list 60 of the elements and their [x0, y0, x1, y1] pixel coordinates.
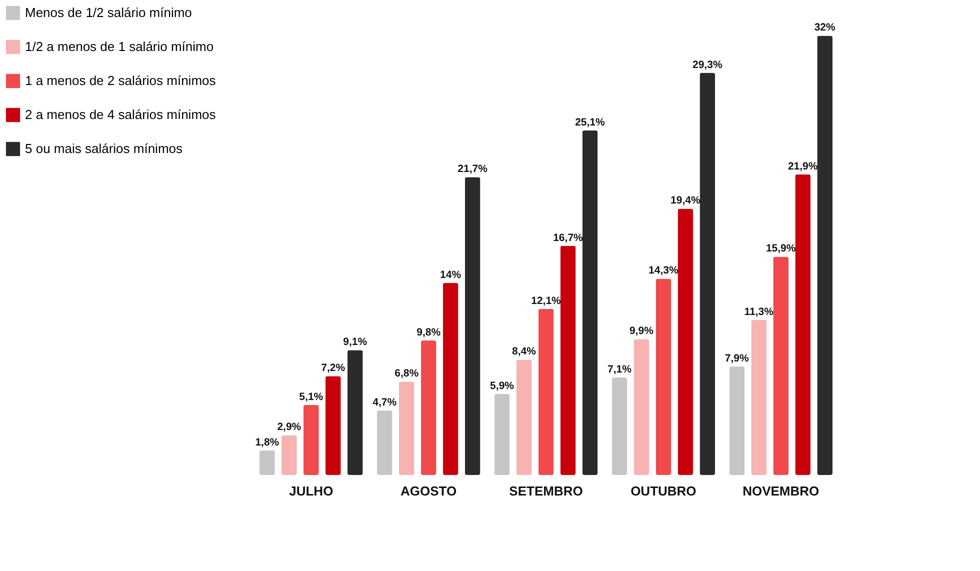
bar — [420, 340, 436, 475]
bar — [516, 360, 532, 475]
data-label: 21,9% — [788, 160, 818, 172]
x-tick-label: OUTUBRO — [630, 484, 696, 498]
data-label: 11,3% — [744, 306, 774, 318]
data-label: 19,4% — [670, 194, 701, 207]
bar — [678, 208, 694, 475]
data-label: 7,9% — [724, 352, 750, 365]
bar — [442, 282, 458, 475]
x-tick-label: SETEMBRO — [509, 484, 583, 498]
data-label: 7,1% — [607, 364, 632, 376]
bar — [464, 177, 480, 475]
x-tick-label: JULHO — [289, 484, 334, 498]
data-label: 14,3% — [648, 264, 679, 277]
bar — [281, 435, 297, 475]
bar — [347, 350, 363, 475]
data-label: 2,9% — [277, 421, 302, 434]
bar — [795, 174, 811, 475]
data-label: 9,9% — [629, 325, 654, 338]
legend-label: Menos de 1/2 salário mínimo — [25, 5, 192, 20]
bar — [729, 366, 745, 475]
legend-label: 1/2 a menos de 1 salário mínimo — [25, 39, 214, 54]
data-label: 6,8% — [394, 368, 420, 380]
data-label: 9,8% — [416, 326, 442, 338]
bar — [656, 278, 672, 475]
data-label: 15,9% — [766, 242, 796, 255]
legend-label: 2 a menos de 4 salários mínimos — [25, 107, 216, 122]
data-label: 4,7% — [372, 396, 398, 408]
data-label: 1,8% — [255, 436, 280, 448]
data-label: 12,1% — [531, 294, 562, 307]
data-label: 9,1% — [343, 336, 368, 348]
bar — [612, 378, 628, 475]
legend-label: 1 a menos de 2 salários mínimos — [25, 73, 216, 88]
bar — [773, 256, 789, 475]
data-label: 21,7% — [458, 163, 488, 176]
bar — [376, 410, 392, 475]
data-label: 5,9% — [490, 380, 515, 392]
bar — [398, 382, 414, 475]
bar — [538, 308, 554, 475]
bar — [259, 450, 275, 475]
bar — [303, 404, 319, 475]
bar — [582, 130, 598, 475]
bar — [560, 246, 576, 475]
legend-label: 5 ou mais salários mínimos — [25, 141, 183, 156]
data-label: 14% — [440, 268, 462, 281]
data-label: 8,4% — [512, 346, 537, 358]
x-tick-label: AGOSTO — [400, 484, 457, 498]
data-label: 32% — [814, 22, 836, 34]
bar — [751, 320, 767, 475]
data-label: 5,1% — [299, 390, 324, 403]
data-label: 7,2% — [321, 362, 346, 374]
bar — [817, 36, 833, 475]
x-tick-label: NOVEMBRO — [742, 484, 820, 498]
bar — [634, 339, 650, 475]
bar — [700, 72, 716, 475]
bar — [325, 376, 341, 475]
data-label: 29,3% — [692, 58, 723, 71]
data-label: 16,7% — [553, 232, 584, 244]
data-label: 25,1% — [575, 116, 606, 128]
bar — [494, 394, 510, 475]
